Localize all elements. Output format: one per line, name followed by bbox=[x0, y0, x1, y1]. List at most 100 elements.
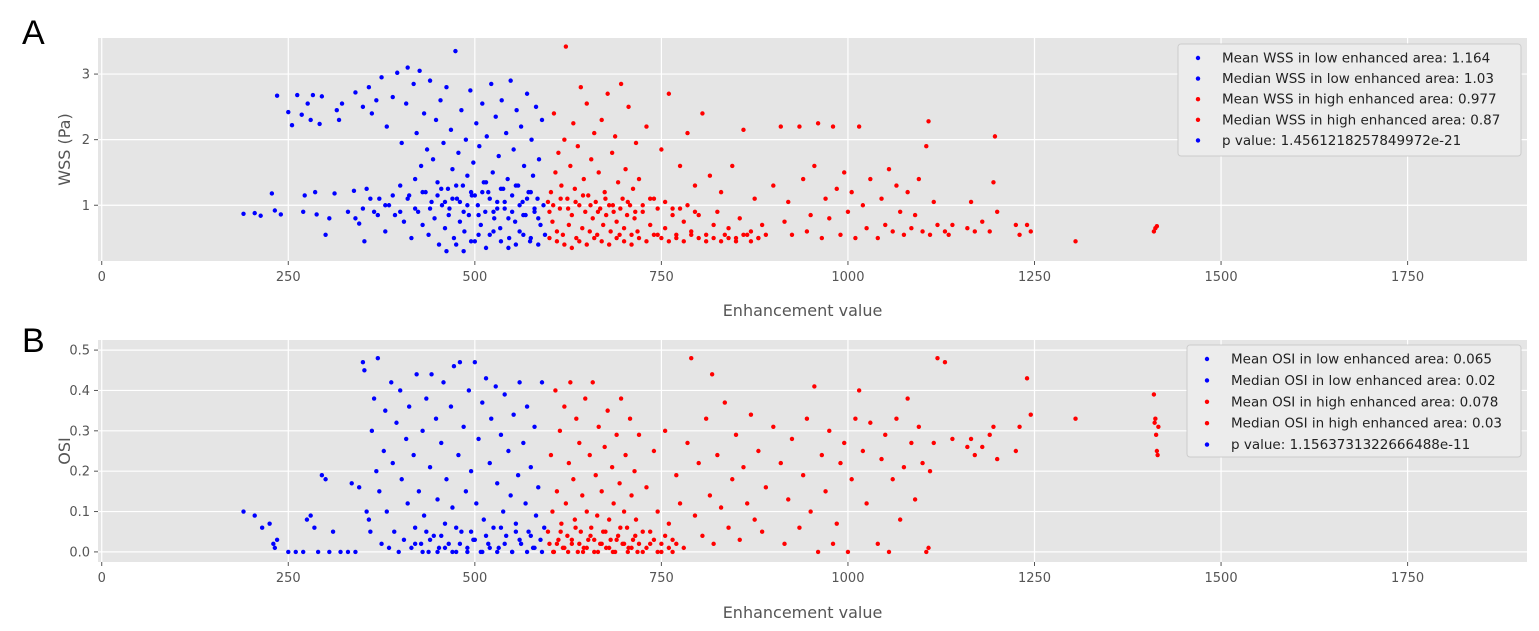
chart-1-point-series-1 bbox=[399, 140, 404, 146]
chart-1-point-series-1 bbox=[353, 90, 358, 95]
chart-2-point-series-1 bbox=[418, 541, 424, 547]
chart-1-point-series-1 bbox=[493, 114, 498, 119]
chart-1-point-series-1 bbox=[383, 203, 388, 208]
chart-1-point-series-2 bbox=[905, 189, 910, 195]
chart-2-point-series-1 bbox=[429, 372, 434, 377]
chart-1-point-series-1 bbox=[532, 209, 537, 215]
chart-1-point-series-2 bbox=[875, 235, 880, 241]
chart-2-point-series-1 bbox=[396, 549, 401, 555]
chart-2-point-series-2 bbox=[737, 537, 742, 542]
chart-2-point-series-1 bbox=[441, 380, 446, 385]
chart-1-point-series-1 bbox=[427, 78, 433, 83]
chart-2-y-tick-label: 0.0 bbox=[69, 545, 90, 560]
chart-2-point-series-1 bbox=[532, 424, 537, 429]
chart-2-point-series-1 bbox=[517, 380, 522, 385]
chart-1-point-series-1 bbox=[444, 84, 449, 90]
chart-2-point-series-1 bbox=[463, 489, 469, 494]
chart-1-point-series-1 bbox=[421, 111, 427, 116]
chart-2-point-series-1 bbox=[386, 545, 392, 551]
chart-1-legend-marker bbox=[1195, 55, 1201, 61]
chart-2-point-series-2 bbox=[611, 501, 616, 506]
chart-1-point-series-1 bbox=[448, 127, 454, 133]
chart-2-point-series-1 bbox=[539, 549, 545, 555]
chart-1-y-tick-label: 3 bbox=[82, 68, 90, 83]
chart-2-point-series-2 bbox=[1153, 432, 1159, 438]
chart-2-point-series-1 bbox=[406, 404, 412, 409]
chart-2-point-series-2 bbox=[566, 460, 572, 466]
chart-1-point-series-2 bbox=[1073, 239, 1078, 244]
chart-2-point-series-2 bbox=[741, 464, 746, 470]
chart-2-point-series-2 bbox=[845, 549, 851, 555]
chart-1-point-series-1 bbox=[433, 117, 439, 123]
chart-1-point-series-2 bbox=[603, 196, 608, 201]
chart-2-point-series-1 bbox=[523, 501, 528, 506]
chart-1-point-series-1 bbox=[395, 70, 400, 75]
chart-1-point-series-1 bbox=[461, 209, 466, 215]
chart-1-point-series-2 bbox=[633, 209, 638, 215]
chart-2-point-series-1 bbox=[383, 408, 388, 413]
chart-1-point-series-1 bbox=[508, 78, 513, 83]
chart-1-point-series-1 bbox=[514, 107, 519, 113]
chart-1-point-series-1 bbox=[528, 235, 534, 241]
chart-1-point-series-2 bbox=[617, 232, 622, 237]
chart-1-point-series-2 bbox=[618, 81, 624, 87]
chart-2-point-series-2 bbox=[759, 529, 765, 534]
chart-2-point-series-2 bbox=[756, 448, 761, 454]
chart-1-point-series-2 bbox=[621, 226, 627, 231]
chart-2-point-series-2 bbox=[927, 468, 933, 474]
chart-2-point-series-2 bbox=[571, 477, 576, 482]
chart-1-point-series-1 bbox=[374, 98, 379, 103]
chart-1-point-series-1 bbox=[412, 206, 418, 211]
chart-2-point-series-2 bbox=[550, 509, 555, 514]
chart-2-legend-label: Mean OSI in low enhanced area: 0.065 bbox=[1231, 352, 1492, 368]
chart-1-point-series-1 bbox=[502, 199, 507, 205]
chart-2-point-series-1 bbox=[377, 489, 382, 494]
chart-1-point-series-1 bbox=[491, 209, 496, 215]
chart-1-point-series-2 bbox=[696, 235, 701, 241]
chart-1-point-series-2 bbox=[598, 206, 603, 211]
chart-2-point-series-2 bbox=[558, 529, 563, 534]
chart-1-x-tick-label: 1750 bbox=[1391, 270, 1424, 285]
chart-2-point-series-2 bbox=[745, 501, 750, 506]
chart-1-x-tick-label: 500 bbox=[462, 270, 487, 285]
chart-1-point-series-1 bbox=[420, 189, 425, 195]
chart-1-point-series-2 bbox=[620, 196, 625, 201]
chart-2-point-series-1 bbox=[465, 549, 470, 555]
chart-1-point-series-1 bbox=[305, 101, 310, 106]
chart-1-point-series-2 bbox=[569, 245, 575, 251]
chart-1-point-series-2 bbox=[991, 180, 996, 185]
chart-2-point-series-2 bbox=[590, 380, 595, 385]
chart-1-point-series-2 bbox=[965, 226, 970, 231]
chart-1-point-series-1 bbox=[386, 203, 392, 208]
chart-1-point-series-2 bbox=[614, 235, 619, 241]
chart-2-point-series-1 bbox=[394, 420, 399, 425]
chart-1-point-series-2 bbox=[756, 235, 761, 241]
chart-1-point-series-2 bbox=[674, 232, 679, 237]
chart-1-point-series-1 bbox=[495, 206, 500, 211]
chart-2-point-series-2 bbox=[1155, 452, 1160, 458]
chart-2-point-series-1 bbox=[528, 464, 534, 470]
chart-2-point-series-1 bbox=[459, 529, 464, 534]
chart-1-point-series-2 bbox=[554, 239, 560, 244]
chart-1-point-series-1 bbox=[414, 130, 419, 136]
chart-1-legend-marker bbox=[1195, 76, 1201, 81]
chart-1-point-series-1 bbox=[286, 109, 291, 115]
chart-1-point-series-1 bbox=[415, 209, 421, 215]
chart-2-point-series-1 bbox=[524, 549, 530, 555]
chart-2-point-series-1 bbox=[330, 529, 336, 534]
chart-2-point-series-2 bbox=[733, 432, 739, 438]
chart-1-point-series-2 bbox=[674, 235, 679, 241]
chart-2-point-series-1 bbox=[508, 493, 513, 498]
chart-2-point-series-1 bbox=[515, 473, 521, 478]
chart-2-point-series-2 bbox=[550, 549, 556, 555]
chart-1-point-series-2 bbox=[640, 209, 645, 215]
chart-2-point-series-1 bbox=[487, 545, 492, 551]
chart-1-point-series-1 bbox=[405, 65, 410, 70]
chart-1-point-series-1 bbox=[310, 92, 316, 98]
chart-2-point-series-1 bbox=[319, 473, 325, 478]
chart-1-point-series-1 bbox=[463, 137, 469, 142]
chart-1-point-series-2 bbox=[655, 206, 660, 211]
chart-1-point-series-2 bbox=[573, 199, 578, 205]
chart-2-point-series-1 bbox=[474, 501, 479, 506]
chart-1-point-series-2 bbox=[730, 163, 735, 169]
